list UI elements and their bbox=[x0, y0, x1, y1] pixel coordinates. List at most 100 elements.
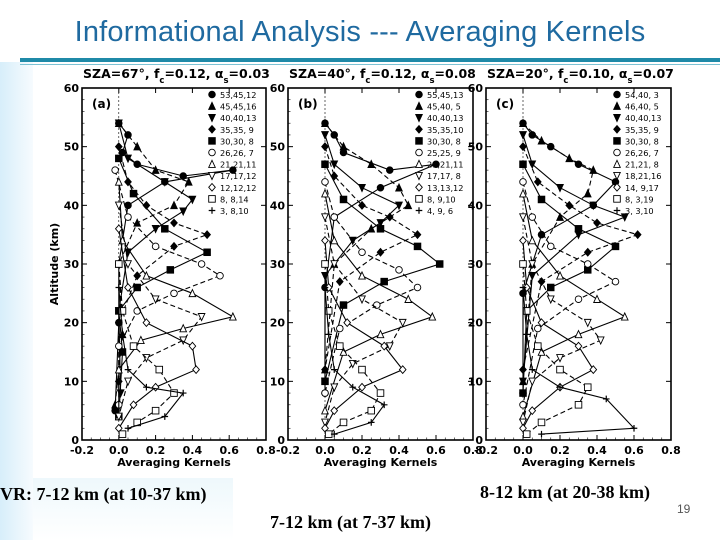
data-point bbox=[151, 295, 160, 305]
series-line bbox=[522, 122, 594, 382]
data-point bbox=[556, 383, 564, 391]
legend-label: 18,21,16 bbox=[625, 171, 661, 181]
data-point bbox=[413, 283, 422, 292]
panel-header-part: SZA=40°, bbox=[289, 66, 356, 81]
legend-marker bbox=[612, 101, 622, 110]
series-line bbox=[522, 263, 589, 435]
data-point bbox=[574, 341, 583, 351]
chart-panel-1: SZA=67°, fc=0.12, αs=0.03 0 10 20 30 40 50 60 -0… bbox=[48, 66, 276, 469]
data-point bbox=[114, 364, 123, 374]
data-point bbox=[380, 277, 388, 286]
data-point bbox=[519, 142, 527, 152]
series-line bbox=[522, 193, 627, 417]
data-point bbox=[367, 406, 376, 415]
data-point bbox=[620, 213, 629, 222]
data-point bbox=[119, 331, 126, 338]
y-tick-label: 10 bbox=[270, 375, 286, 388]
y-tick-label: 30 bbox=[64, 258, 80, 271]
data-point bbox=[518, 131, 528, 140]
data-point bbox=[589, 365, 598, 375]
data-point bbox=[574, 295, 583, 303]
data-point bbox=[229, 166, 237, 174]
data-point bbox=[320, 405, 330, 415]
legend-marker bbox=[415, 195, 423, 203]
data-point bbox=[380, 401, 388, 409]
y-tick-label: 10 bbox=[468, 375, 484, 388]
data-point bbox=[620, 311, 629, 321]
chart-panel-2: SZA=40°, fc=0.12, αs=0.08 0 10 20 30 40 50 60 -0… bbox=[270, 66, 483, 469]
series-8 bbox=[518, 213, 605, 428]
panel-header-part: =0.12, bbox=[370, 66, 416, 81]
legend-marker bbox=[208, 137, 216, 145]
data-point bbox=[528, 366, 536, 373]
data-point bbox=[188, 195, 197, 205]
data-point bbox=[151, 225, 160, 234]
series-line bbox=[324, 193, 434, 411]
y-tick-label: 50 bbox=[270, 141, 286, 154]
series-5 bbox=[519, 160, 620, 397]
data-point bbox=[528, 235, 537, 245]
y-tick-label: 50 bbox=[468, 141, 484, 154]
data-point bbox=[376, 219, 385, 228]
x-axis-label: Averaging Kernels bbox=[324, 456, 438, 469]
panel-letter: (c) bbox=[496, 97, 514, 111]
data-point bbox=[160, 178, 169, 187]
panel-header-part: s bbox=[627, 76, 632, 86]
data-point bbox=[169, 200, 179, 210]
data-point bbox=[565, 153, 574, 163]
x-tick-label: 0.2 bbox=[352, 444, 372, 457]
series-11 bbox=[519, 284, 638, 438]
data-point bbox=[523, 331, 530, 338]
data-point bbox=[537, 418, 546, 427]
data-point bbox=[413, 242, 422, 251]
legend-label: 26,26, 7 bbox=[625, 148, 659, 158]
legend-label: 35,35,10 bbox=[427, 125, 463, 135]
data-point bbox=[376, 329, 385, 339]
data-point bbox=[339, 195, 348, 204]
x-axis-label: Averaging Kernels bbox=[117, 456, 231, 469]
legend-marker bbox=[414, 171, 424, 181]
legend-marker bbox=[613, 182, 621, 192]
data-point bbox=[142, 318, 151, 328]
data-point bbox=[335, 277, 344, 287]
data-point bbox=[203, 248, 211, 257]
data-point bbox=[522, 307, 531, 315]
legend-label: 8, 9,10 bbox=[427, 194, 456, 204]
data-point bbox=[118, 430, 127, 438]
data-point bbox=[321, 389, 329, 397]
y-tick-label: 40 bbox=[468, 199, 484, 212]
y-tick-label: 30 bbox=[468, 258, 484, 271]
data-point bbox=[537, 230, 546, 239]
data-point bbox=[124, 366, 132, 373]
panel-header-part: α bbox=[615, 66, 628, 81]
legend-marker bbox=[414, 113, 424, 123]
data-point bbox=[555, 270, 565, 280]
left-decor-band bbox=[0, 62, 33, 540]
legend-marker bbox=[415, 90, 423, 99]
data-point bbox=[394, 182, 404, 192]
data-point bbox=[602, 395, 610, 403]
data-point bbox=[321, 178, 329, 186]
x-tick-label: 0.2 bbox=[146, 444, 166, 457]
y-tick-label: 30 bbox=[270, 258, 286, 271]
data-point bbox=[522, 282, 531, 292]
data-point bbox=[179, 323, 188, 333]
data-point bbox=[584, 260, 592, 268]
legend-marker bbox=[414, 159, 424, 168]
panel-header-part: α bbox=[211, 66, 224, 81]
data-point bbox=[330, 430, 338, 438]
data-point bbox=[115, 284, 123, 291]
data-point bbox=[170, 389, 178, 397]
data-point bbox=[142, 200, 151, 210]
data-point bbox=[330, 235, 339, 245]
data-point bbox=[519, 365, 527, 375]
data-point bbox=[611, 242, 620, 251]
data-point bbox=[114, 412, 123, 422]
caption-c: 7-12 km (at 7-37 km) bbox=[270, 512, 431, 532]
legend-marker bbox=[208, 207, 216, 214]
y-tick-label: 50 bbox=[64, 141, 80, 154]
data-point bbox=[339, 141, 348, 151]
panel-header: SZA=67°, fc=0.12, αs=0.03 bbox=[83, 66, 270, 86]
data-point bbox=[129, 189, 138, 198]
y-tick-label: 20 bbox=[64, 317, 80, 330]
